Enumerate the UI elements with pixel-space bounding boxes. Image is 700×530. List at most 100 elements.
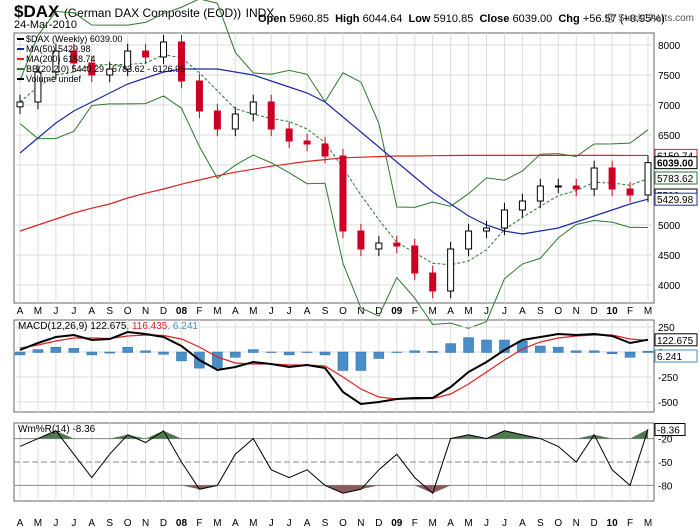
macd-signal-line	[19, 334, 649, 400]
macd-histogram-bar	[230, 351, 241, 358]
x-tick-label: N	[357, 306, 364, 317]
x-tick-label: O	[339, 518, 347, 529]
x-tick-label: J	[71, 518, 76, 529]
price-value-tag	[654, 156, 698, 170]
high-label: High	[335, 13, 360, 25]
x-tick-label: O	[554, 306, 562, 317]
macd-histogram-bar	[588, 350, 600, 353]
price-candle	[536, 185, 544, 202]
y-tick-label: -50	[658, 458, 673, 469]
price-candle	[465, 230, 473, 250]
price-candle	[195, 80, 203, 112]
price-legend-item: MA(200) 6158.74	[26, 54, 96, 64]
price-candle	[16, 101, 24, 108]
x-tick-label: J	[53, 306, 58, 317]
macd-histogram-bar	[642, 350, 654, 353]
x-tick-label: M	[34, 306, 42, 317]
price-value-tag-text: 5429.98	[657, 195, 694, 206]
ohlc-stats: Open 5960.85 High 6044.64 Low 5910.85 Cl…	[258, 13, 665, 25]
price-value-tag	[654, 171, 698, 185]
price-candle	[411, 245, 419, 274]
company-name: (German DAX Composite (EOD))	[63, 6, 242, 20]
macd-histogram-bar	[337, 351, 349, 371]
macd-histogram-bar	[140, 350, 151, 353]
open-value: 5960.85	[289, 13, 329, 25]
x-tick-label: D	[591, 518, 598, 529]
x-tick-label: A	[232, 306, 239, 317]
x-tick-label: A	[17, 306, 24, 317]
price-candle	[321, 143, 329, 157]
macd-histogram-bar	[176, 351, 187, 362]
macd-histogram-bar	[68, 348, 80, 353]
x-tick-label: F	[627, 518, 633, 529]
price-candle	[88, 62, 96, 76]
macd-histogram-bar	[373, 351, 385, 359]
x-tick-label: 08	[176, 518, 188, 529]
wr-overbought-fill	[576, 434, 595, 439]
close-label: Close	[479, 13, 510, 25]
williams-r-line	[19, 429, 649, 495]
symbol: $DAX	[14, 2, 60, 21]
x-tick-label: M	[249, 306, 257, 317]
price-candle	[590, 167, 598, 190]
low-value: 5910.85	[433, 13, 474, 25]
macd-histogram-bar	[283, 351, 295, 356]
x-tick-label: J	[269, 518, 274, 529]
macd-histogram-bar	[463, 337, 474, 353]
x-tick-label: O	[124, 518, 132, 529]
macd-histogram-bar	[606, 351, 618, 354]
wr-overbought-fill	[594, 434, 613, 439]
price-candle	[393, 242, 401, 247]
macd-histogram-bar	[122, 346, 133, 353]
x-tick-label: J	[502, 518, 507, 529]
open-label: Open	[258, 13, 287, 25]
price-candle	[626, 188, 634, 196]
x-tick-label: N	[573, 518, 580, 529]
x-tick-label: M	[464, 518, 472, 529]
y-tick-label: 5000	[658, 221, 681, 232]
bb-upper-line	[19, 0, 649, 208]
macd-histogram-bar	[319, 351, 331, 356]
macd-legend: MACD(12,26,9) 122.675, 116.435, 6.241	[18, 321, 198, 332]
price-candle	[303, 140, 311, 145]
wr-overbought-fill	[127, 434, 146, 439]
macd-histogram-bar	[212, 351, 223, 369]
price-legend-item: Volume undef	[26, 74, 82, 84]
x-tick-label: 09	[391, 518, 403, 529]
price-candle	[142, 50, 150, 58]
price-candle	[213, 110, 221, 130]
x-tick-label: S	[106, 306, 113, 317]
x-tick-label: 10	[607, 518, 619, 529]
x-tick-label: A	[447, 306, 454, 317]
y-tick-label: 7500	[658, 71, 681, 82]
wr-legend: Wm%R(14) -8.36	[18, 424, 96, 435]
x-tick-label: N	[573, 306, 580, 317]
y-tick-label: 6500	[658, 131, 681, 142]
y-tick-label: 8000	[658, 41, 681, 52]
low-label: Low	[408, 13, 431, 25]
x-tick-label: F	[627, 306, 633, 317]
wr-oversold-fill	[181, 485, 200, 490]
x-tick-label: S	[322, 306, 329, 317]
x-tick-label: M	[429, 306, 437, 317]
price-candle	[572, 185, 580, 190]
wr-value-tag	[654, 423, 686, 437]
macd-histogram-bar	[481, 339, 492, 353]
price-candle	[267, 101, 275, 130]
price-candle	[644, 162, 652, 196]
price-candle	[177, 41, 185, 82]
x-tick-label: A	[88, 306, 95, 317]
macd-histogram-bar	[445, 343, 456, 353]
x-tick-label: J	[53, 518, 58, 529]
wr-oversold-fill	[360, 485, 379, 490]
y-tick-label: -250	[658, 373, 678, 384]
macd-histogram-bar	[553, 346, 564, 353]
x-tick-label: J	[269, 306, 274, 317]
macd-histogram-bar	[104, 351, 115, 354]
price-candle	[518, 200, 526, 211]
x-tick-label: N	[142, 518, 149, 529]
y-tick-label: 7000	[658, 101, 681, 112]
x-tick-label: S	[537, 518, 544, 529]
price-value-tag-text: 6039.00	[657, 159, 694, 170]
